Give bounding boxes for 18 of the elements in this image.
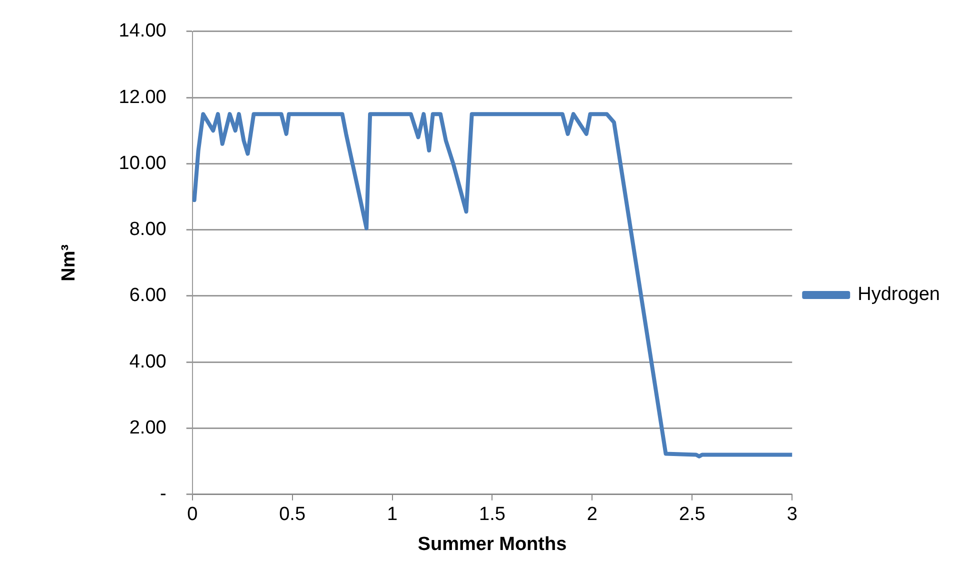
x-tick-label: 0.5 bbox=[279, 504, 306, 526]
y-tick-label: 10.00 bbox=[118, 152, 166, 174]
y-tick-label: 6.00 bbox=[129, 285, 166, 306]
y-tick-label: 12.00 bbox=[118, 86, 166, 108]
x-tick-label: 0 bbox=[187, 504, 198, 526]
y-tick-label: - bbox=[160, 484, 166, 505]
y-tick-label: 4.00 bbox=[129, 351, 166, 372]
legend-label: Hydrogen bbox=[858, 284, 940, 306]
x-tick-label: 3 bbox=[786, 504, 798, 526]
y-tick-label: 2.00 bbox=[129, 417, 166, 438]
x-tick-label: 2 bbox=[586, 504, 598, 526]
y-tick-label: 14.00 bbox=[118, 20, 166, 42]
x-axis-title: Summer Months bbox=[418, 534, 567, 555]
x-tick-label: 1 bbox=[386, 504, 398, 526]
x-tick-label: 2.5 bbox=[678, 504, 706, 526]
y-tick-label: 8.00 bbox=[129, 219, 166, 240]
x-tick-label: 1.5 bbox=[479, 504, 506, 526]
y-axis-title: Nm³ bbox=[58, 244, 80, 282]
